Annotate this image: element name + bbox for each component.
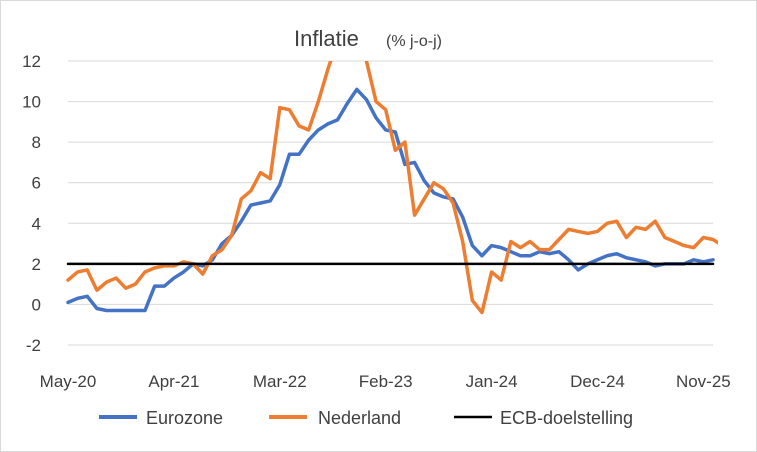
series-line-nederland	[66, 61, 718, 315]
x-tick-label: May-20	[40, 372, 97, 391]
y-tick-label: -2	[26, 336, 41, 355]
x-tick-label: Mar-22	[253, 372, 307, 391]
y-tick-label: 10	[22, 93, 41, 112]
y-tick-label: 12	[22, 52, 41, 71]
x-tick-label: Feb-23	[359, 372, 413, 391]
y-tick-label: 0	[32, 295, 41, 314]
series	[66, 61, 718, 315]
x-tick-label: Nov-25	[676, 372, 731, 391]
chart-subtitle: (% j-o-j)	[386, 33, 442, 50]
y-tick-label: 8	[32, 133, 41, 152]
y-tick-label: 6	[32, 174, 41, 193]
x-tick-label: Apr-21	[148, 372, 199, 391]
y-tick-label: 2	[32, 255, 41, 274]
x-tick-label: Dec-24	[570, 372, 625, 391]
axis: -2 0 2 4 6 8 10 12 May-20 Apr-21 Mar-22 Feb-23 Jan-2…	[22, 52, 731, 391]
chart-title: Inflatie	[294, 26, 359, 51]
gridlines	[68, 60, 713, 346]
y-tick-label: 4	[32, 214, 41, 233]
legend-label-nederland: Nederland	[318, 408, 401, 428]
legend: Eurozone Nederland ECB-doelstelling	[99, 408, 633, 428]
x-tick-label: Jan-24	[466, 372, 518, 391]
legend-label-eurozone: Eurozone	[146, 408, 223, 428]
legend-label-ecb: ECB-doelstelling	[500, 408, 633, 428]
